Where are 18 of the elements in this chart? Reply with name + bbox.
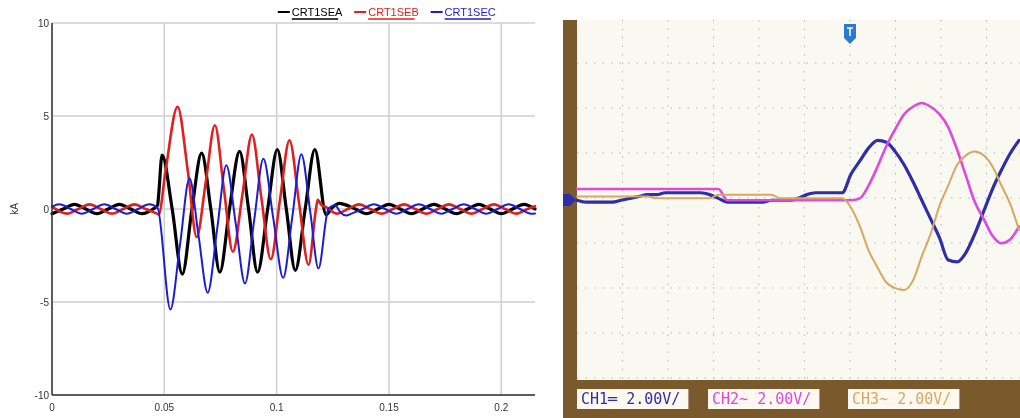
- legend-label: CRT1SEA: [291, 6, 343, 18]
- x-tick-label: 0.2: [494, 402, 509, 413]
- x-tick-label: 0.15: [379, 402, 400, 413]
- line-series: [51, 153, 536, 311]
- y-tick-label: 0: [43, 204, 50, 215]
- y-tick-label: 10: [37, 18, 50, 29]
- text: CH2~ 2.00V/: [712, 390, 812, 408]
- text: CH1═ 2.00V/: [581, 390, 681, 408]
- text: CH3~ 2.00V/: [852, 390, 952, 408]
- y-tick-label: -10: [34, 390, 50, 401]
- y-axis-title: kA: [9, 202, 20, 215]
- y-tick-label: 5: [43, 111, 50, 122]
- x-tick-label: 0.1: [269, 402, 285, 413]
- legend-label: CRT1SEB: [368, 6, 419, 18]
- y-tick-label: -5: [40, 297, 50, 308]
- x-tick-label: 0.05: [154, 402, 175, 413]
- line-series: [50, 105, 537, 267]
- legend-label: CRT1SEC: [444, 6, 496, 18]
